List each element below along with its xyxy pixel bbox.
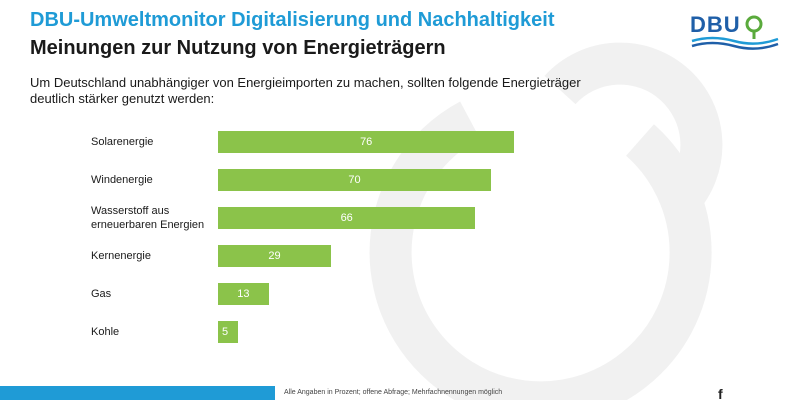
category-label-line: Windenergie: [91, 174, 153, 186]
bar-value-label: 5: [222, 326, 229, 338]
survey-question: Um Deutschland unabhängiger von Energiei…: [30, 75, 581, 106]
category-label-line: Kohle: [91, 326, 120, 338]
corner-mark: f: [718, 386, 723, 402]
category-label-line: erneuerbaren Energien: [91, 219, 205, 231]
bar-value-label: 76: [360, 136, 373, 148]
category-label: Wasserstoff aus erneuerbaren Energien: [91, 204, 204, 232]
category-label-line: Kernenergie: [91, 250, 151, 262]
bar-value-label: 29: [268, 250, 281, 262]
category-label: Gas: [91, 287, 111, 301]
bar-5: 13: [218, 283, 269, 305]
bar-value-label: 66: [340, 212, 353, 224]
logo-text: DBU: [690, 12, 741, 37]
bar-value-label: 70: [348, 174, 361, 186]
category-label-line: Wasserstoff aus: [91, 205, 170, 217]
bar-4: 29: [218, 245, 332, 267]
footer-strip: [0, 386, 275, 400]
bar-1: 76: [218, 131, 515, 153]
bar-6: 5: [218, 321, 238, 343]
bar-3: 66: [218, 207, 476, 229]
category-label-line: Solarenergie: [91, 136, 154, 148]
dbu-leaf-icon: [691, 15, 779, 50]
chart-subtitle: Meinungen zur Nutzung von Energieträgern: [30, 37, 446, 59]
bar-value-label: 13: [237, 288, 250, 300]
dbu-logo: DBU: [690, 8, 780, 50]
category-label-line: Gas: [91, 288, 112, 300]
category-label: Kohle: [91, 325, 119, 339]
page-title: DBU-Umweltmonitor Digitalisierung und Na…: [30, 9, 555, 31]
bar-2: 70: [218, 169, 491, 191]
footnote: Alle Angaben in Prozent; offene Abfrage;…: [284, 389, 503, 396]
category-label: Windenergie: [91, 173, 153, 187]
category-label: Kernenergie: [91, 249, 151, 263]
category-label: Solarenergie: [91, 135, 153, 149]
